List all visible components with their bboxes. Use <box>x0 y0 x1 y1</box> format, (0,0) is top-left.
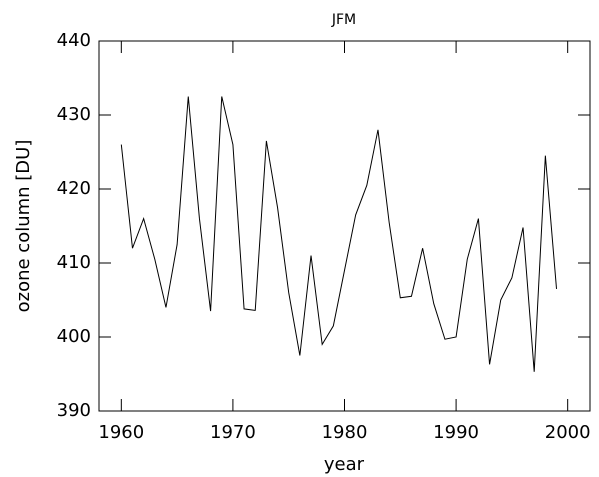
y-tick-label: 400 <box>57 326 91 347</box>
plot-frame <box>98 40 591 412</box>
x-tick-label: 2000 <box>545 422 591 443</box>
y-tick-label: 420 <box>57 178 91 199</box>
x-axis-label: year <box>324 454 365 475</box>
x-tick-label: 1970 <box>210 422 256 443</box>
y-tick-label: 430 <box>57 104 91 125</box>
y-tick-label: 390 <box>57 400 91 421</box>
x-tick-label: 1990 <box>433 422 479 443</box>
y-tick-label: 440 <box>57 30 91 51</box>
chart-title: JFM <box>331 12 356 28</box>
y-axis-label: ozone column [DU] <box>13 140 34 313</box>
data-line <box>120 96 558 372</box>
x-tick-label: 1980 <box>322 422 368 443</box>
y-tick-label: 410 <box>57 252 91 273</box>
x-tick-label: 1960 <box>98 422 144 443</box>
